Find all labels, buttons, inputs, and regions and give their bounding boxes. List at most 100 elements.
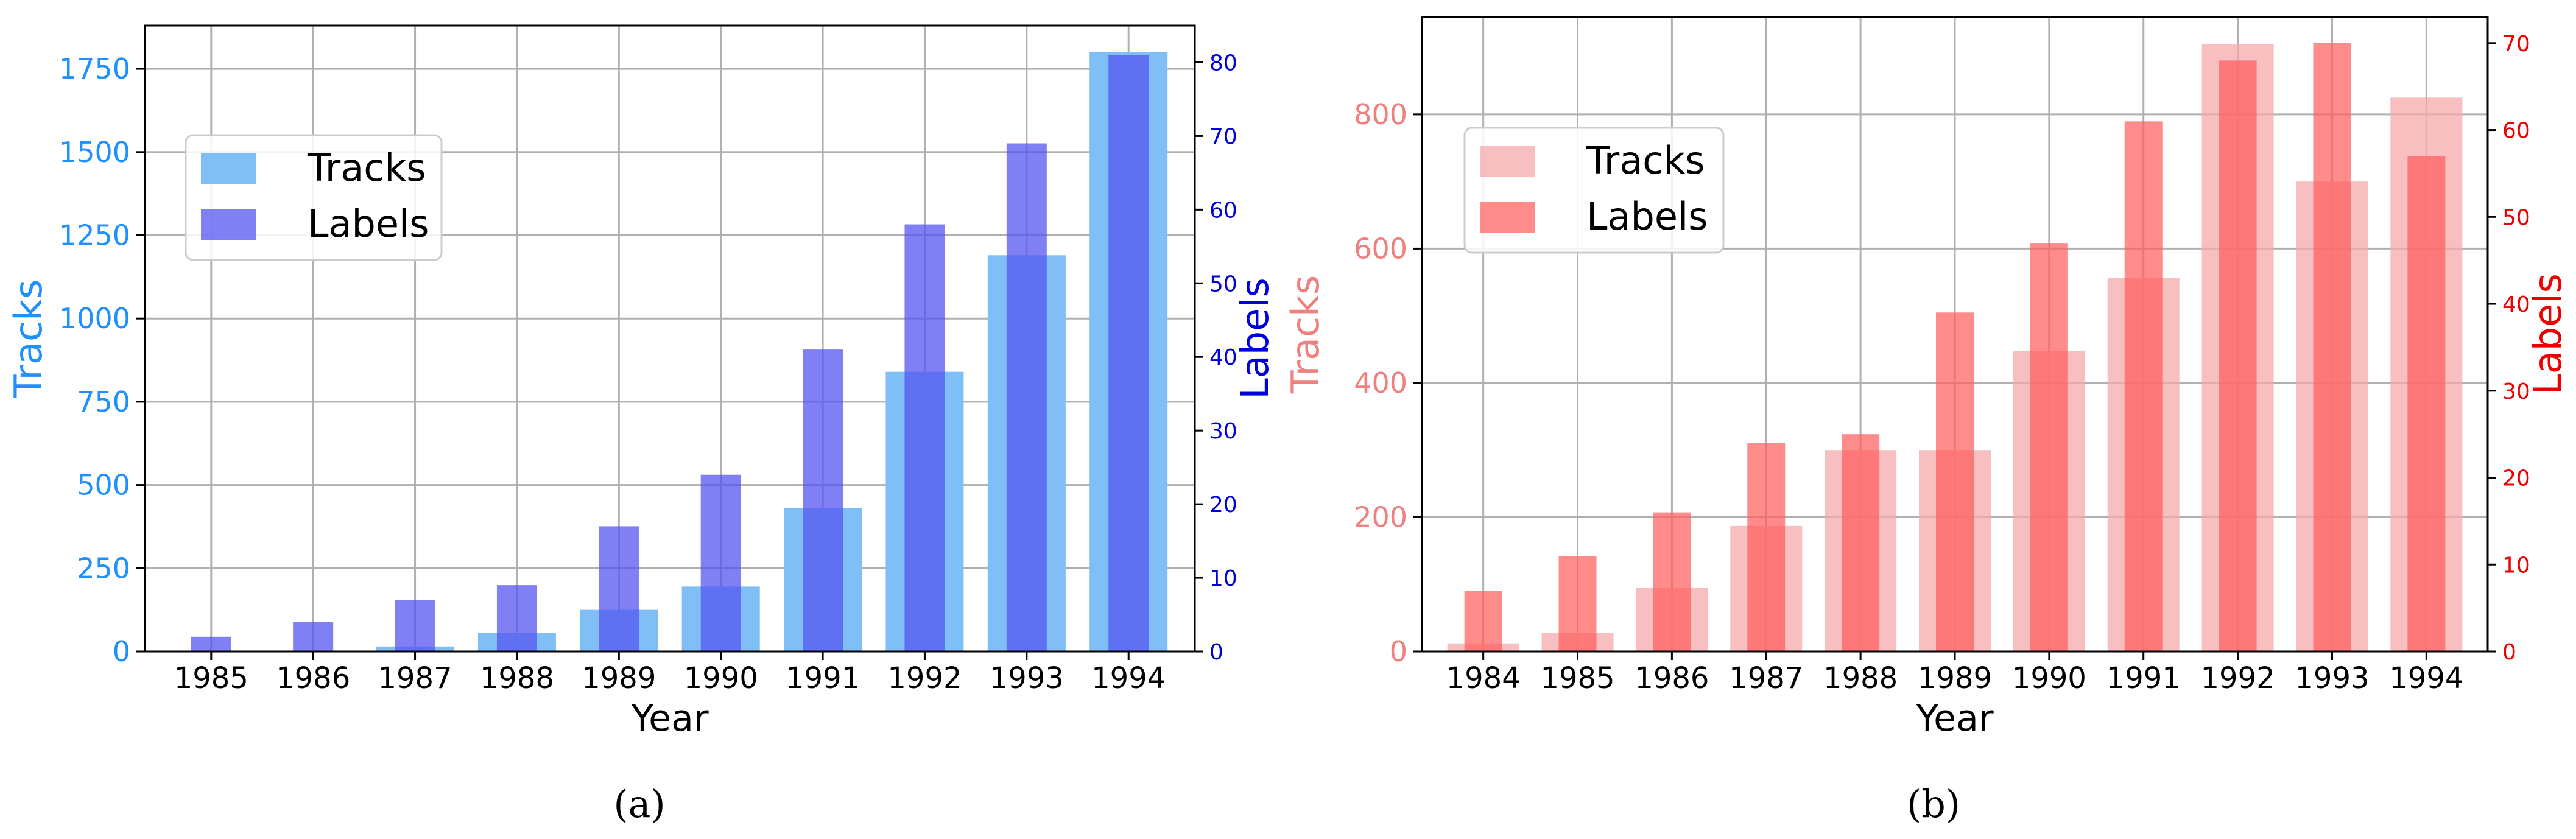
right-axis-title: Labels [1233, 278, 1277, 399]
bar-labels-1986 [1653, 512, 1691, 651]
x-tick-label: 1985 [174, 661, 248, 695]
legend-swatch-labels [1480, 202, 1535, 233]
bar-labels-1993 [2313, 43, 2351, 652]
legend-swatch-labels [201, 209, 256, 240]
right-tick-label: 30 [2502, 379, 2530, 404]
x-axis-title: Year [1915, 697, 1993, 740]
plot-frame [144, 24, 1196, 653]
bar-labels-1991 [2124, 121, 2163, 652]
x-tick-label: 1989 [1918, 661, 1992, 695]
x-axis-title: Year [630, 697, 708, 740]
right-tick-label: 30 [1209, 419, 1237, 444]
left-tick-label: 1750 [59, 52, 130, 85]
left-tick-label: 600 [1354, 232, 1407, 265]
x-tick-label: 1993 [990, 661, 1064, 695]
left-tick-label: 400 [1354, 367, 1407, 399]
left-tick-label: 1250 [59, 219, 130, 251]
right-axis: 0 10 20 30 40 50 60 70 80 [1195, 51, 1237, 665]
x-tick-label: 1992 [887, 661, 962, 695]
chart-panel-b: 0 200 400 600 800 0 10 20 30 40 50 60 70 1984 1985 1986… [1283, 16, 2570, 740]
legend: Tracks Labels [185, 134, 443, 261]
x-tick-label: 1992 [2201, 661, 2275, 695]
right-tick-label: 0 [1209, 640, 1223, 665]
x-tick-label: 1989 [582, 661, 656, 695]
x-tick-label: 1991 [2106, 661, 2181, 695]
right-tick-label: 10 [1209, 566, 1237, 591]
bar-labels-1987 [395, 600, 435, 651]
bar-labels-1985 [1558, 555, 1597, 651]
x-axis: 1985 1986 1987 1988 1989 1990 1991 1992 1993 1994 [174, 651, 1166, 695]
right-tick-label: 70 [1209, 124, 1237, 149]
left-axis-title: Tracks [1283, 275, 1328, 395]
x-tick-label: 1988 [480, 661, 554, 695]
right-tick-label: 70 [2502, 32, 2530, 57]
tracks-bars [376, 52, 1168, 652]
bar-labels-1992 [904, 224, 945, 652]
left-tick-label: 500 [77, 469, 130, 502]
left-tick-label: 1500 [59, 136, 130, 169]
bar-labels-1985 [191, 636, 231, 651]
x-tick-label: 1987 [378, 661, 452, 695]
bar-labels-1984 [1464, 591, 1502, 651]
right-tick-label: 80 [1209, 51, 1237, 75]
right-tick-label: 0 [2502, 640, 2516, 665]
x-tick-label: 1993 [2295, 661, 2369, 695]
x-tick-label: 1987 [1729, 661, 1803, 695]
x-tick-label: 1990 [684, 661, 758, 695]
bar-labels-1988 [1842, 434, 1880, 651]
bar-labels-1989 [599, 526, 639, 651]
x-tick-label: 1990 [2012, 661, 2086, 695]
bar-labels-1990 [700, 474, 741, 651]
bar-labels-1987 [1747, 443, 1786, 651]
bar-labels-1992 [2219, 60, 2257, 651]
left-axis: 0 250 500 750 1000 1250 1500 1750 [59, 52, 145, 668]
bar-labels-1994 [2407, 156, 2446, 652]
right-tick-label: 50 [2502, 205, 2530, 230]
left-tick-label: 0 [113, 635, 130, 668]
right-axis-title: Labels [2525, 273, 2570, 395]
x-tick-label: 1986 [1635, 661, 1709, 695]
caption-b: (b) [1907, 782, 1960, 826]
left-axis-title: Tracks [6, 279, 51, 399]
right-tick-label: 60 [2502, 119, 2530, 144]
legend-label-labels: Labels [1586, 194, 1708, 239]
x-tick-label: 1994 [1091, 661, 1166, 695]
legend-swatch-tracks [201, 153, 256, 184]
right-tick-label: 40 [1209, 345, 1237, 370]
bar-labels-1991 [803, 349, 843, 651]
legend-label-labels: Labels [308, 202, 429, 246]
x-tick-label: 1994 [2389, 661, 2463, 695]
left-tick-label: 800 [1354, 98, 1407, 131]
legend-label-tracks: Tracks [307, 146, 426, 190]
bar-labels-1989 [1936, 312, 1974, 651]
right-tick-label: 10 [2502, 553, 2530, 578]
right-axis: 0 10 20 30 40 50 60 70 [2488, 32, 2530, 665]
left-tick-label: 0 [1390, 635, 1407, 668]
caption-a: (a) [613, 782, 665, 826]
bar-labels-1993 [1006, 143, 1047, 652]
legend: Tracks Labels [1463, 127, 1725, 254]
x-tick-label: 1991 [786, 661, 860, 695]
labels-bars [1464, 43, 2446, 652]
chart-panel-a: 0 250 500 750 1000 1250 1500 1750 0 10 20 30 40 50 60 7… [6, 24, 1277, 740]
x-tick-label: 1985 [1540, 661, 1614, 695]
right-tick-label: 20 [2502, 466, 2530, 491]
bar-labels-1990 [2030, 243, 2068, 651]
right-tick-label: 50 [1209, 272, 1237, 297]
bar-labels-1994 [1108, 55, 1149, 652]
right-tick-label: 20 [1209, 493, 1237, 518]
legend-label-tracks: Tracks [1586, 138, 1705, 183]
left-tick-label: 750 [77, 385, 130, 418]
bar-labels-1986 [293, 622, 334, 651]
x-tick-label: 1986 [276, 661, 350, 695]
x-axis: 1984 1985 1986 1987 1988 1989 1990 1991 1992 1993… [1446, 651, 2463, 695]
right-tick-label: 60 [1209, 198, 1237, 223]
x-tick-label: 1988 [1823, 661, 1898, 695]
left-tick-label: 250 [77, 552, 130, 584]
left-tick-label: 1000 [59, 302, 130, 335]
captions: (a) (b) [613, 782, 1960, 826]
right-tick-label: 40 [2502, 292, 2530, 317]
left-axis: 0 200 400 600 800 [1354, 98, 1422, 668]
